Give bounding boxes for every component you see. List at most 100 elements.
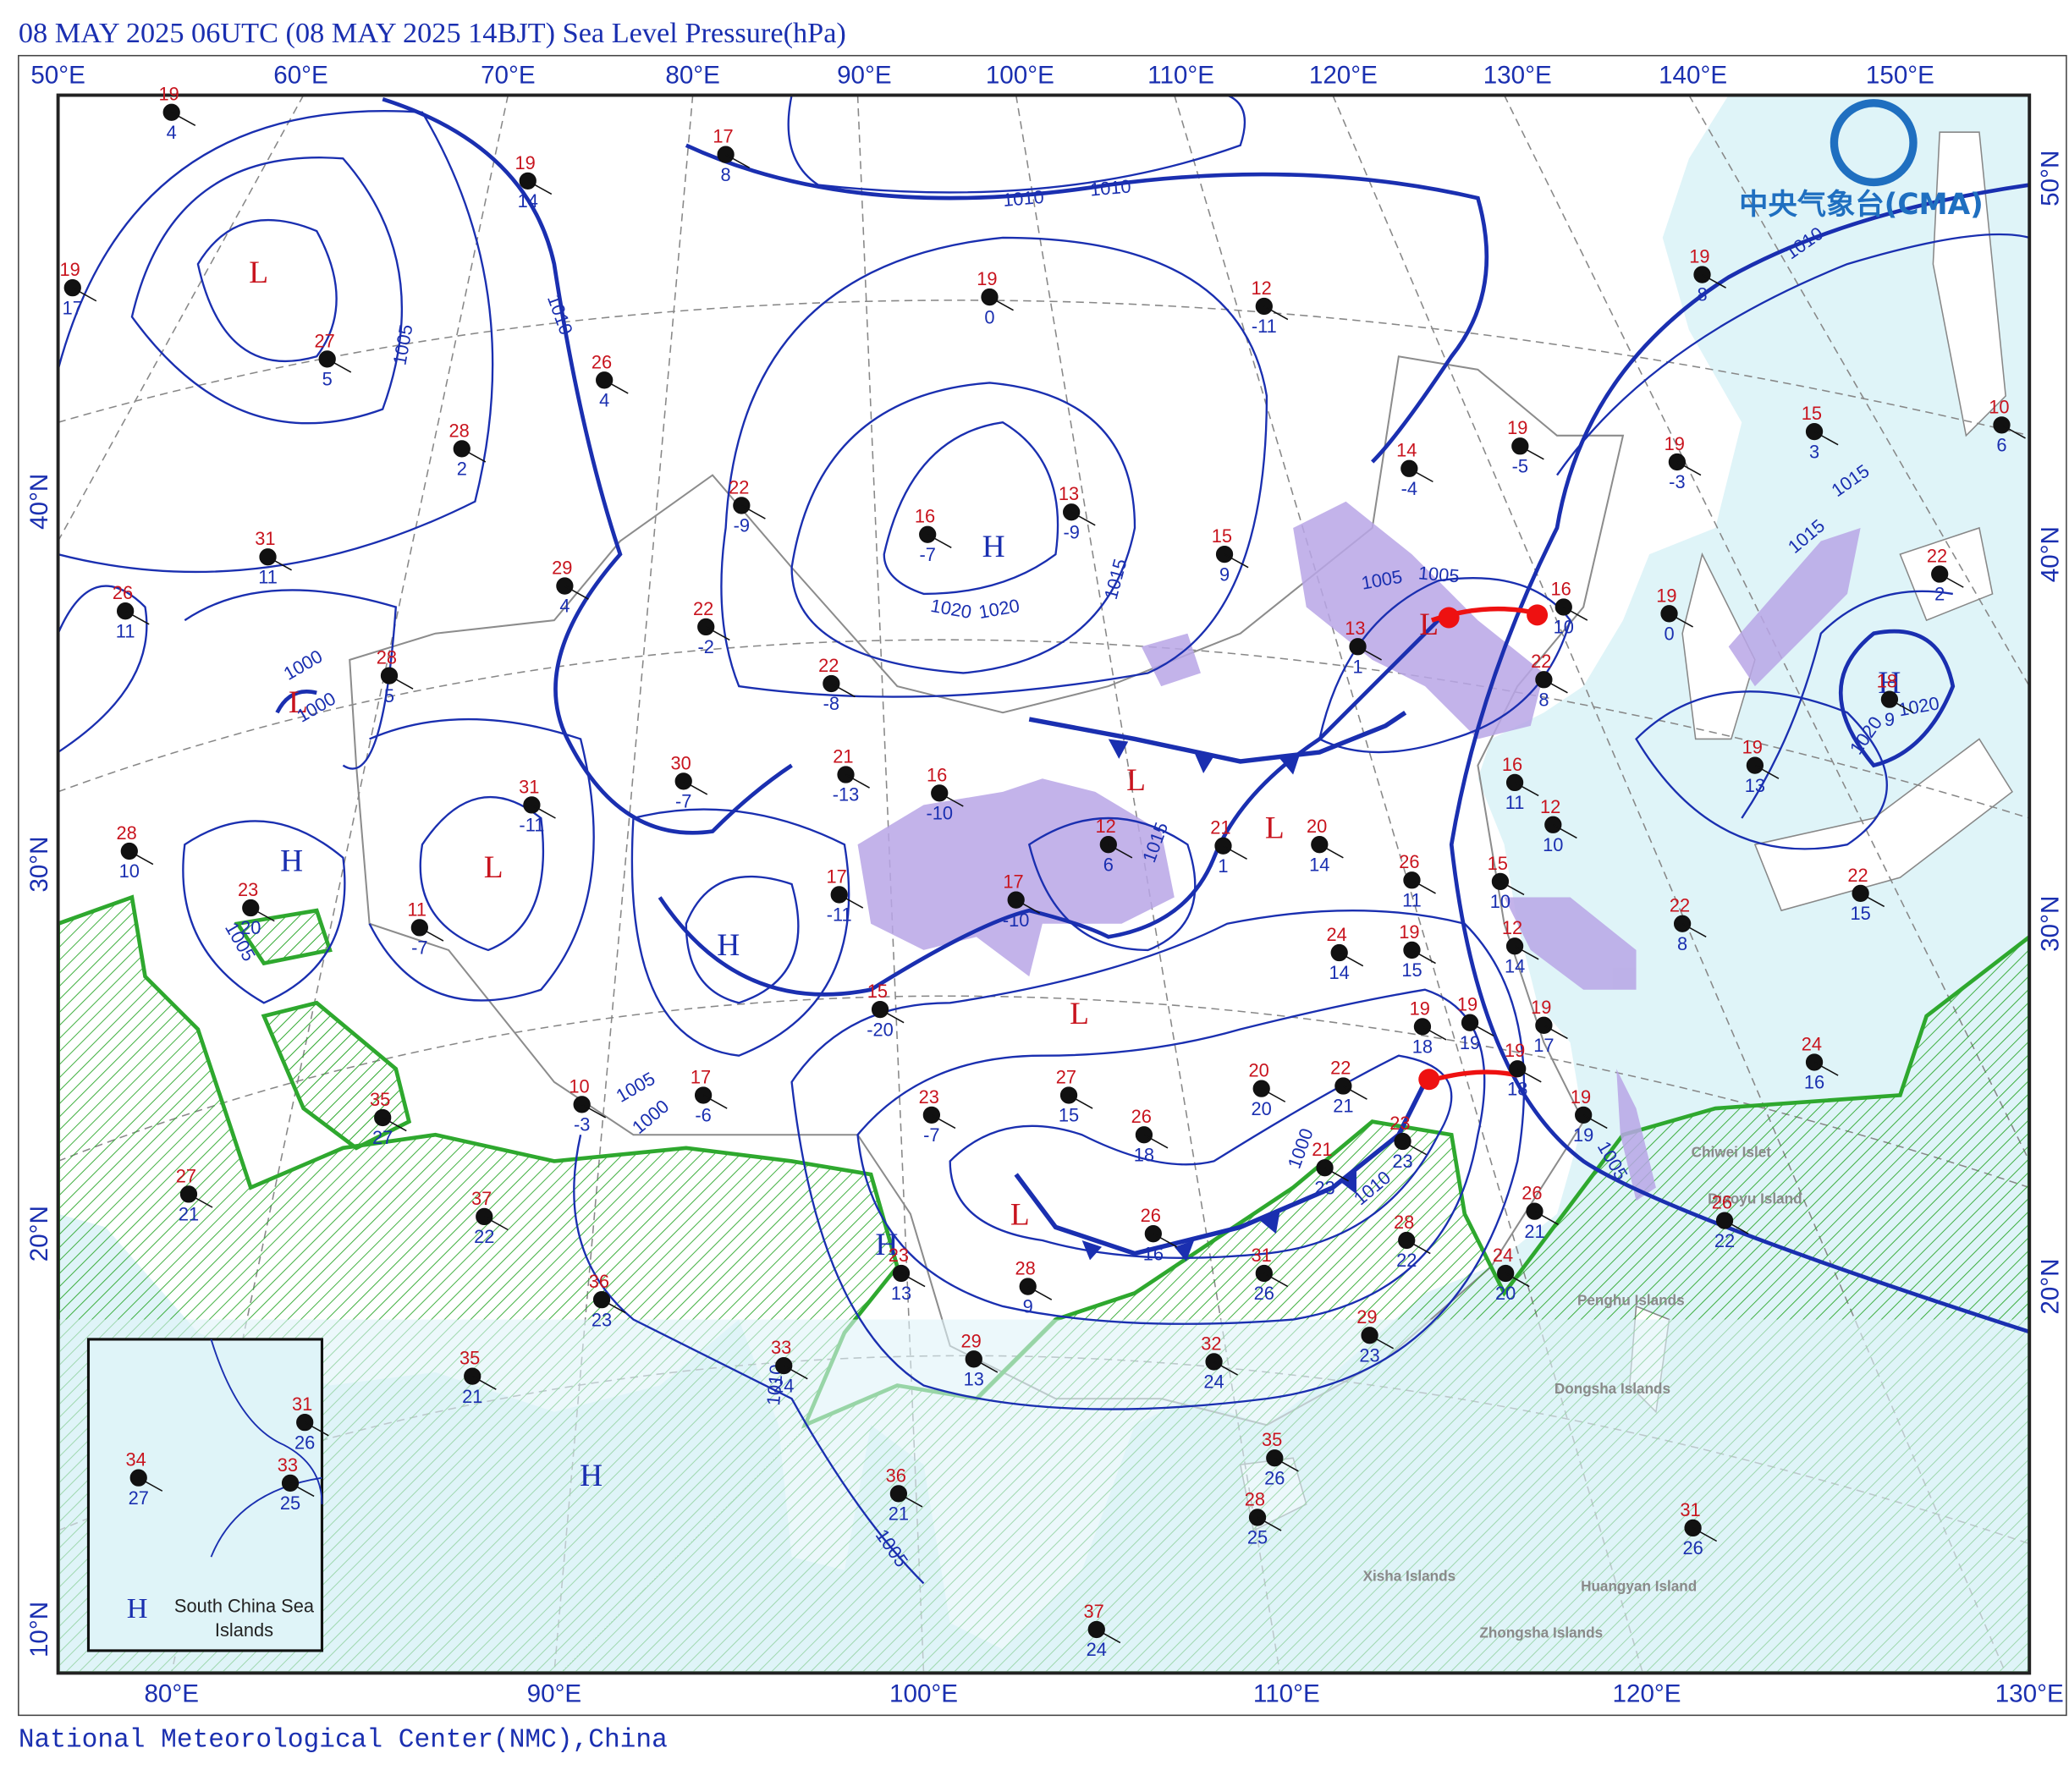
station-temperature: 22 — [693, 598, 713, 619]
station-temperature: 22 — [1670, 895, 1690, 916]
lon-label-bottom: 130°E — [1995, 1680, 2064, 1708]
station-temperature: 23 — [919, 1086, 939, 1108]
station-temperature: 28 — [377, 647, 397, 668]
station-temperature: 19 — [158, 84, 179, 105]
wind-barb — [1096, 1629, 1121, 1644]
station-dewpoint: 13 — [891, 1283, 911, 1304]
station: 26 11 — [1399, 851, 1436, 910]
wind-barb — [1408, 468, 1433, 483]
lon-label-top: 130°E — [1483, 61, 1552, 89]
station-dewpoint: 18 — [1134, 1144, 1154, 1165]
wind-barb — [938, 792, 964, 807]
station: 24 20 — [1493, 1245, 1530, 1304]
station-temperature: 29 — [1356, 1306, 1377, 1328]
wind-barb — [1543, 1025, 1568, 1040]
station-temperature: 26 — [1399, 851, 1419, 872]
lat-label-right: 50°N — [2037, 151, 2065, 206]
station-dewpoint: 14 — [1309, 854, 1329, 875]
station-temperature: 19 — [1656, 585, 1676, 606]
station-temperature: 28 — [1245, 1488, 1265, 1509]
station: 15 9 — [1212, 525, 1249, 585]
station: 31 26 — [1252, 1245, 1289, 1304]
station: 24 16 — [1802, 1033, 1839, 1093]
station: 23 13 — [889, 1245, 926, 1304]
station: 23 -7 — [919, 1086, 956, 1146]
wind-barb — [1514, 945, 1539, 960]
station-temperature: 26 — [592, 351, 612, 372]
wind-barb — [1274, 1457, 1299, 1472]
station-dewpoint: 0 — [984, 306, 994, 327]
wind-barb — [1261, 1087, 1286, 1102]
wind-barb — [1015, 899, 1041, 914]
station-temperature: 13 — [1345, 618, 1365, 639]
map-title: 08 MAY 2025 06UTC (08 MAY 2025 14BJT) Se… — [19, 17, 846, 49]
station-temperature: 21 — [1312, 1139, 1332, 1160]
station: 22 21 — [1330, 1058, 1367, 1117]
lon-label-bottom: 110°E — [1253, 1680, 1320, 1708]
station: 13 -9 — [1059, 483, 1096, 542]
station-circle — [592, 1291, 611, 1309]
wind-barb — [740, 504, 766, 519]
station: 36 21 — [886, 1465, 923, 1525]
outer-border — [18, 54, 2067, 1717]
station: 31 26 — [292, 1393, 329, 1453]
lon-label-bottom: 100°E — [889, 1680, 958, 1708]
station-dewpoint: -8 — [823, 693, 839, 714]
station-dewpoint: 14 — [518, 190, 538, 212]
wind-barb — [1692, 1527, 1718, 1542]
station-dewpoint: -10 — [926, 803, 953, 824]
station-temperature: 26 — [1712, 1192, 1732, 1213]
station-dewpoint: 26 — [1682, 1537, 1703, 1558]
station-circle — [1215, 546, 1234, 563]
station-circle — [889, 1485, 908, 1503]
station-temperature: 27 — [314, 330, 334, 351]
station: 10 -3 — [569, 1075, 607, 1135]
station-temperature: 17 — [691, 1066, 711, 1087]
wind-barb — [527, 180, 553, 195]
station: 22 -2 — [693, 598, 730, 657]
station: 35 27 — [370, 1089, 407, 1148]
wind-barb — [124, 610, 150, 625]
station: 33 25 — [278, 1454, 315, 1514]
lat-label-right: 30°N — [2037, 896, 2065, 952]
station-temperature: 19 — [1689, 246, 1709, 267]
wind-barb — [900, 1273, 926, 1288]
station-dewpoint: 8 — [1538, 689, 1549, 710]
station-circle — [380, 667, 399, 684]
lon-label-top: 50°E — [30, 61, 85, 89]
station-dewpoint: 23 — [592, 1309, 612, 1330]
station-dewpoint: 21 — [1524, 1221, 1544, 1242]
station-dewpoint: 2 — [1934, 584, 1945, 605]
wind-barb — [989, 296, 1014, 311]
lon-label-top: 150°E — [1866, 61, 1934, 89]
station-dewpoint: 6 — [1996, 435, 2006, 456]
station-temperature: 33 — [278, 1454, 298, 1476]
station: 13 1 — [1345, 618, 1382, 677]
station-dewpoint: 16 — [1143, 1243, 1164, 1264]
wind-barb — [483, 1216, 509, 1231]
station: 21 23 — [1312, 1139, 1349, 1198]
station-dewpoint: 11 — [1505, 792, 1525, 813]
station-temperature: 31 — [519, 776, 539, 797]
station-temperature: 22 — [1531, 651, 1551, 672]
station-temperature: 16 — [927, 764, 947, 785]
station-temperature: 28 — [1015, 1258, 1035, 1279]
station: 11 -7 — [407, 899, 444, 959]
station-temperature: 19 — [514, 152, 535, 173]
wind-barb — [845, 773, 870, 789]
pressure-center: H — [580, 1459, 603, 1493]
station-dewpoint: 20 — [240, 917, 261, 938]
station-dewpoint: 5 — [322, 369, 333, 390]
wind-barb — [1224, 553, 1249, 569]
station-temperature: 32 — [1201, 1333, 1221, 1354]
isobar-label: 1010 — [1002, 186, 1045, 211]
station: 35 21 — [459, 1348, 497, 1407]
station-temperature: 31 — [292, 1393, 312, 1415]
station-dewpoint: 21 — [889, 1503, 909, 1525]
station-dewpoint: 0 — [1664, 623, 1674, 644]
